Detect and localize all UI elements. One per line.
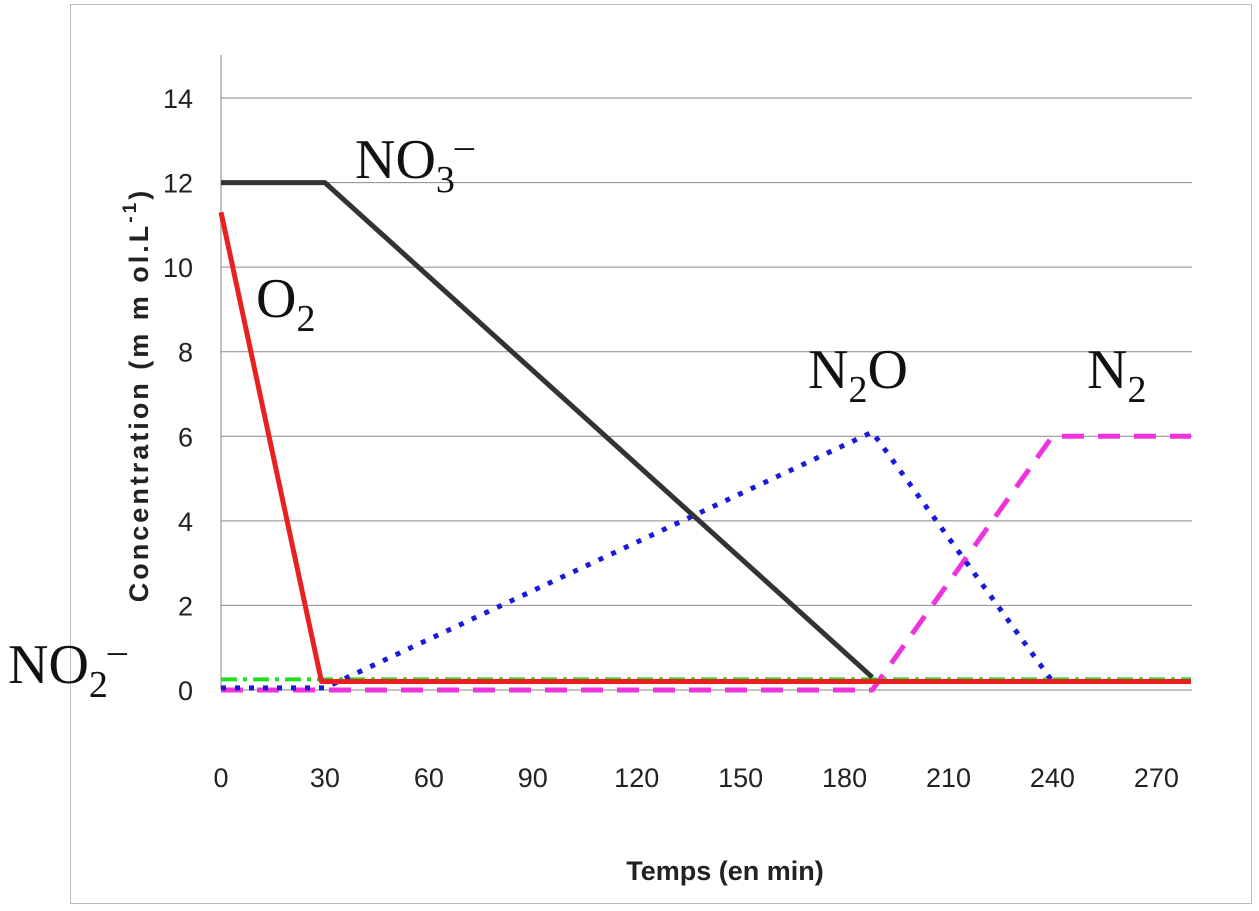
x-tick-label: 90 [518, 763, 548, 793]
y-tick-label: 4 [178, 507, 193, 537]
y-tick-label: 12 [163, 169, 193, 199]
x-tick-label: 120 [614, 763, 659, 793]
x-tick-labels: 0 30 60 90 120 150 180 210 240 270 [213, 763, 1178, 793]
x-tick-label: 0 [213, 763, 228, 793]
y-tick-label: 10 [163, 253, 193, 283]
label-no3: NO3– [355, 125, 475, 201]
series-line-n2 [221, 433, 1191, 693]
x-tick-label: 210 [926, 763, 971, 793]
label-n2: N2 [1087, 339, 1146, 411]
y-tick-label: 8 [178, 338, 193, 368]
x-tick-label: 60 [414, 763, 444, 793]
x-tick-label: 180 [822, 763, 867, 793]
x-tick-label: 270 [1134, 763, 1179, 793]
y-tick-label: 6 [178, 422, 193, 452]
data-series [218, 180, 1191, 693]
x-tick-label: 240 [1030, 763, 1075, 793]
x-axis-title: Temps (en min) [626, 856, 824, 886]
y-tick-label: 0 [178, 676, 193, 706]
label-n2o: N2O [808, 339, 908, 411]
y-tick-label: 14 [163, 84, 193, 114]
series-line-no3 [221, 180, 874, 680]
x-tick-label: 150 [718, 763, 763, 793]
series-line-n2o [221, 429, 1191, 691]
series-labels: NO3– O2 N2O N2 NO2– [8, 125, 1146, 706]
y-tick-labels: 0 2 4 6 8 10 12 14 [163, 84, 193, 706]
chart-frame [70, 4, 1252, 904]
y-tick-label: 2 [178, 591, 193, 621]
x-tick-label: 30 [310, 763, 340, 793]
label-no2: NO2– [8, 630, 128, 706]
y-axis-title: Concentration (m m ol.L-1) [120, 188, 154, 602]
label-o2: O2 [256, 268, 315, 340]
series-line-o2 [218, 211, 1191, 684]
